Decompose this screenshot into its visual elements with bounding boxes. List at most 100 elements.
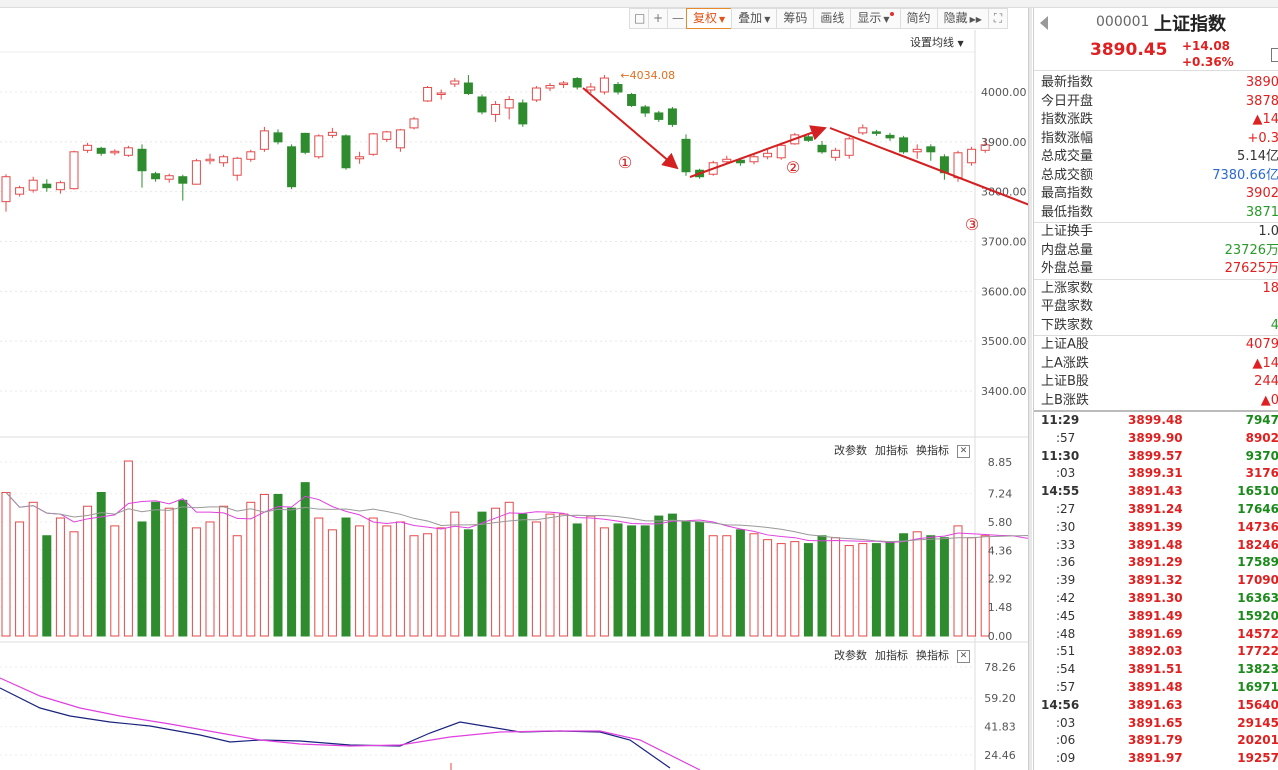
peak-price-label: ←4034.08: [620, 69, 675, 82]
tick-price: 3891.63: [1128, 697, 1183, 712]
volume-bar: [790, 541, 800, 637]
switch-indicator-link[interactable]: 换指标: [916, 649, 949, 662]
volume-bar: [287, 507, 297, 637]
volume-bar: [803, 543, 813, 637]
index-price: 3890.45: [1090, 40, 1168, 60]
close-icon[interactable]: ✕: [957, 649, 970, 663]
candle: [382, 130, 392, 142]
overlay-button[interactable]: 叠加 ▼: [731, 8, 778, 29]
volume-bar: [436, 527, 446, 637]
price-axis-label: 3900.00: [981, 136, 1027, 149]
fuquan-button[interactable]: 复权 ▼: [686, 8, 733, 29]
volume-bar: [831, 537, 841, 637]
stat-row: 最新指数 3890: [1034, 74, 1278, 93]
zoom-out-icon[interactable]: —: [667, 8, 687, 29]
edit-params-link[interactable]: 改参数: [834, 649, 867, 662]
volume-axis-label: 8.85: [988, 456, 1013, 469]
volume-bar: [382, 525, 392, 637]
close-icon[interactable]: ✕: [957, 444, 970, 458]
stat-label: 下跌家数: [1041, 317, 1094, 333]
tick-price: 3891.43: [1128, 484, 1183, 499]
add-indicator-link[interactable]: 加指标: [875, 444, 908, 457]
candle: [69, 150, 79, 190]
hide-button[interactable]: 隐藏 ▶▶: [936, 8, 989, 29]
candle: [491, 100, 501, 122]
stat-label: 上证换手: [1041, 224, 1094, 239]
volume-bar: [259, 493, 269, 637]
back-arrow-icon[interactable]: [1040, 16, 1048, 30]
ma-setting-menu[interactable]: 设置均线 ▼: [910, 34, 964, 50]
tick-volume: 7947: [1245, 413, 1278, 427]
panel-divider[interactable]: [1028, 8, 1032, 770]
stat-row: 上证B股 244: [1034, 373, 1278, 392]
add-indicator-link[interactable]: 加指标: [875, 649, 908, 662]
annotation-1: ①: [618, 153, 632, 172]
tick-time: 14:56: [1041, 697, 1080, 712]
candle: [28, 176, 38, 193]
tick-time: :03: [1056, 466, 1076, 481]
volume-bar: [491, 507, 501, 637]
tick-time: :54: [1056, 662, 1076, 677]
double-arrow-icon: ▶▶: [969, 15, 982, 24]
zoom-in-icon[interactable]: +: [648, 8, 668, 29]
candle: [287, 144, 297, 190]
volume-axis-label: 4.36: [988, 544, 1013, 557]
tick-time: 11:30: [1041, 448, 1080, 463]
tick-volume: 17722: [1237, 644, 1278, 659]
candle: [178, 174, 188, 201]
stat-row: 总成交量 5.14亿: [1034, 148, 1278, 167]
candle: [42, 179, 52, 192]
volume-bars: [1, 460, 1030, 637]
tick-list[interactable]: 11:29 3899.48 7947:57 3899.90 8902 11:30 3899.…: [1034, 410, 1278, 768]
tick-volume: 8902: [1245, 430, 1278, 445]
macd-dif-line: [0, 687, 671, 769]
index-code: 000001: [1096, 14, 1150, 30]
volume-bar: [871, 543, 881, 637]
candle: [463, 75, 473, 95]
volume-bar: [1, 491, 11, 637]
stat-label: 外盘总量: [1041, 261, 1094, 276]
simple-button[interactable]: 简约: [899, 8, 938, 29]
tick-volume: 14572: [1237, 626, 1278, 641]
stat-row: 内盘总量 23726万: [1034, 242, 1278, 261]
stat-value: 3871: [1245, 204, 1278, 220]
draw-line-button[interactable]: 画线: [813, 8, 852, 29]
volume-panel-links: 改参数 加指标 换指标 ✕: [826, 442, 970, 458]
candlestick-series: ←4034.08: [1, 69, 990, 212]
volume-bar: [164, 507, 174, 637]
tick-row: :57 3899.90 8902: [1034, 430, 1278, 448]
volume-bar: [327, 529, 337, 637]
volume-bar: [776, 543, 786, 637]
tick-row: :03 3891.65 29145: [1034, 715, 1278, 733]
volume-bar: [735, 529, 745, 637]
display-button[interactable]: 显示 ▼: [850, 8, 901, 29]
edit-params-link[interactable]: 改参数: [834, 444, 867, 457]
candle: [572, 77, 582, 90]
macd-panel-links: 改参数 加指标 换指标 ✕: [826, 647, 970, 663]
tick-price: 3891.79: [1128, 733, 1183, 748]
tick-time: :09: [1056, 751, 1076, 766]
stat-row: 指数涨跌 ▲14: [1034, 111, 1278, 130]
volume-bar: [28, 501, 38, 637]
tick-volume: 17646: [1237, 501, 1278, 516]
tick-row: :45 3891.49 15920: [1034, 608, 1278, 626]
candle: [980, 138, 990, 153]
tick-volume: 14736: [1237, 519, 1278, 534]
tick-time: :27: [1056, 501, 1076, 516]
volume-bar: [123, 460, 133, 637]
expand-icon[interactable]: [1271, 48, 1278, 62]
hide-label: 隐藏: [943, 11, 968, 25]
candle: [504, 95, 514, 120]
fullscreen-icon[interactable]: ⛶: [987, 8, 1008, 29]
stat-label: 最新指数: [1041, 75, 1094, 90]
candle: [327, 127, 337, 138]
tick-volume: 9370: [1245, 448, 1278, 463]
switch-indicator-link[interactable]: 换指标: [916, 444, 949, 457]
volume-bar: [939, 537, 949, 637]
lock-icon[interactable]: □: [629, 8, 649, 29]
tick-price: 3892.03: [1128, 644, 1183, 659]
candle: [123, 145, 133, 157]
kline-chart-area[interactable]: ←4034.08 4000.00 3900.00 3800.00 3700.00 360…: [0, 30, 1030, 770]
tick-row: :03 3899.31 3176: [1034, 465, 1278, 483]
chips-button[interactable]: 筹码: [776, 8, 815, 29]
